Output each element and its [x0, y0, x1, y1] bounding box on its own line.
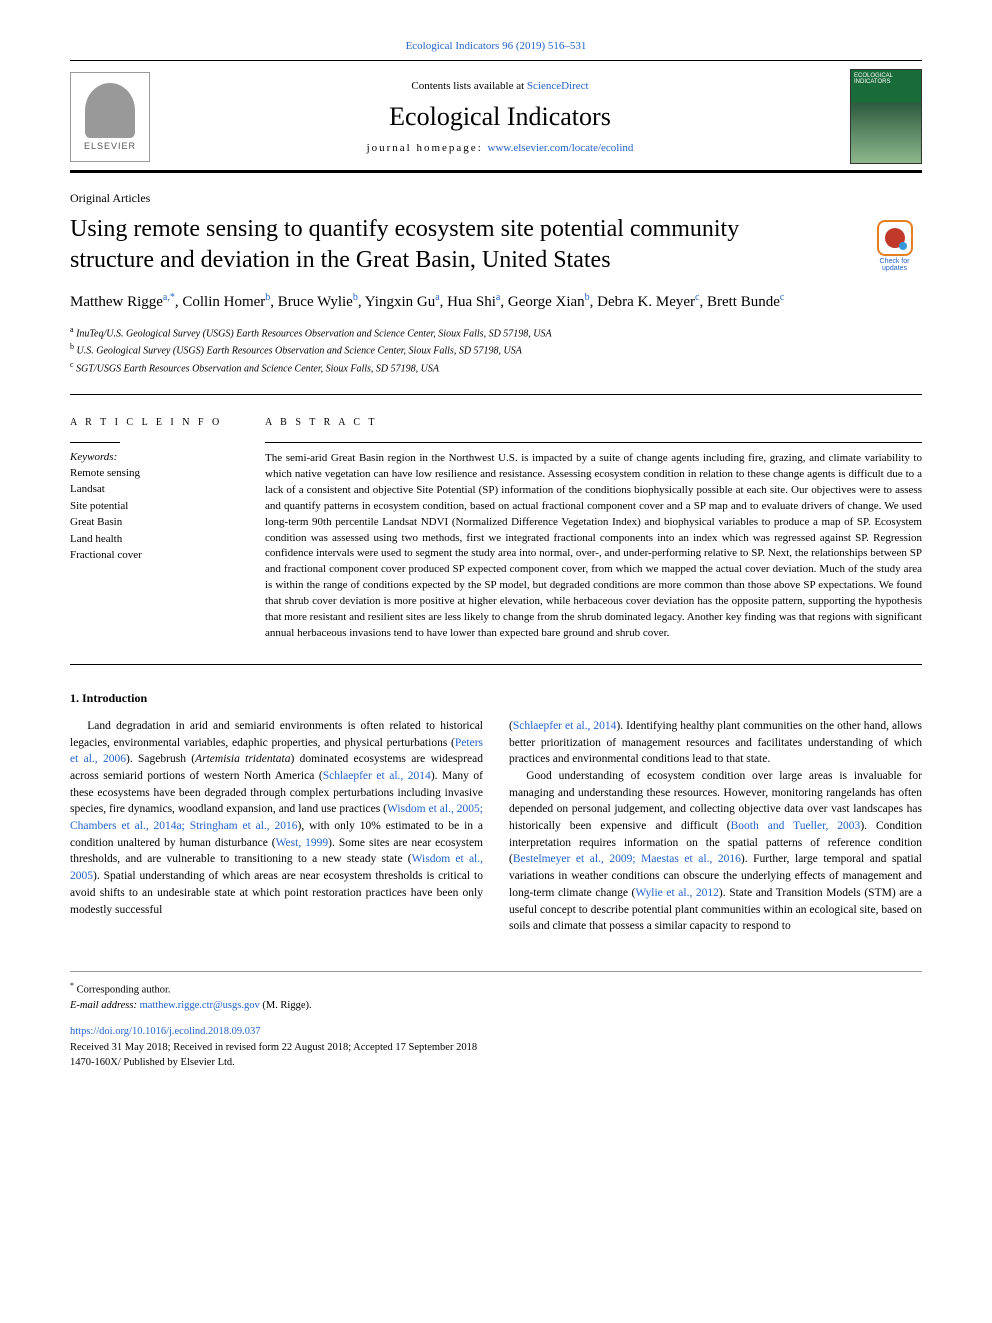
homepage-label: journal homepage: [367, 142, 488, 154]
crossmark-icon [885, 228, 905, 248]
keyword-item: Great Basin [70, 514, 235, 531]
footer: * Corresponding author. E-mail address: … [70, 971, 922, 1071]
check-updates-label: Check for updates [880, 258, 910, 272]
sciencedirect-link[interactable]: ScienceDirect [527, 80, 589, 92]
received-line: Received 31 May 2018; Received in revise… [70, 1040, 922, 1056]
affiliation-b: U.S. Geological Survey (USGS) Earth Reso… [77, 346, 522, 357]
intro-para-3: Good understanding of ecosystem conditio… [509, 768, 922, 935]
keyword-item: Remote sensing [70, 465, 235, 482]
keyword-item: Fractional cover [70, 547, 235, 564]
article-type: Original Articles [70, 191, 922, 206]
check-for-updates-badge[interactable]: Check for updates [867, 220, 922, 272]
journal-header: ELSEVIER Contents lists available at Sci… [70, 60, 922, 173]
copyright-line: 1470-160X/ Published by Elsevier Ltd. [70, 1055, 922, 1071]
intro-para-2: (Schlaepfer et al., 2014). Identifying h… [509, 718, 922, 768]
abstract-label: A B S T R A C T [265, 417, 922, 428]
corresponding-email-link[interactable]: matthew.rigge.ctr@usgs.gov [140, 1000, 260, 1011]
keyword-item: Land health [70, 531, 235, 548]
keywords-label: Keywords: [70, 451, 235, 463]
contents-prefix: Contents lists available at [411, 80, 526, 92]
authors-list: Matthew Riggea,*, Collin Homerb, Bruce W… [70, 290, 922, 314]
article-info-label: A R T I C L E I N F O [70, 417, 235, 428]
divider-info [70, 442, 120, 443]
citation-link[interactable]: Ecological Indicators 96 (2019) 516–531 [406, 40, 587, 52]
elsevier-logo: ELSEVIER [70, 72, 150, 162]
body-text: Land degradation in arid and semiarid en… [70, 718, 922, 935]
keyword-item: Site potential [70, 498, 235, 515]
contents-line: Contents lists available at ScienceDirec… [150, 80, 850, 92]
corresponding-label: Corresponding author. [77, 984, 171, 995]
email-label: E-mail address: [70, 1000, 140, 1011]
corresponding-marker: * [70, 981, 74, 990]
journal-cover-thumbnail: ECOLOGICAL INDICATORS [850, 69, 922, 164]
doi-link[interactable]: https://doi.org/10.1016/j.ecolind.2018.0… [70, 1026, 261, 1037]
cover-caption: ECOLOGICAL INDICATORS [854, 73, 893, 85]
abstract-column: A B S T R A C T The semi-arid Great Basi… [265, 417, 922, 642]
intro-para-1: Land degradation in arid and semiarid en… [70, 718, 483, 918]
article-info-column: A R T I C L E I N F O Keywords: Remote s… [70, 417, 235, 642]
divider-bottom [70, 664, 922, 665]
abstract-text: The semi-arid Great Basin region in the … [265, 451, 922, 642]
journal-title: Ecological Indicators [150, 102, 850, 132]
homepage-link[interactable]: www.elsevier.com/locate/ecolind [488, 142, 634, 154]
section-heading-intro: 1. Introduction [70, 691, 922, 706]
affiliations: a InuTeq/U.S. Geological Survey (USGS) E… [70, 324, 922, 376]
affiliation-c: SGT/USGS Earth Resources Observation and… [76, 363, 439, 374]
article-title: Using remote sensing to quantify ecosyst… [70, 214, 867, 276]
email-suffix: (M. Rigge). [260, 1000, 312, 1011]
elsevier-tree-icon [85, 83, 135, 138]
affiliation-a: InuTeq/U.S. Geological Survey (USGS) Ear… [76, 328, 552, 339]
divider-top [70, 394, 922, 395]
divider-abstract [265, 442, 922, 443]
citation-line: Ecological Indicators 96 (2019) 516–531 [70, 40, 922, 52]
journal-homepage-line: journal homepage: www.elsevier.com/locat… [150, 142, 850, 154]
elsevier-brand: ELSEVIER [84, 141, 136, 151]
journal-header-center: Contents lists available at ScienceDirec… [150, 80, 850, 154]
keyword-item: Landsat [70, 481, 235, 498]
